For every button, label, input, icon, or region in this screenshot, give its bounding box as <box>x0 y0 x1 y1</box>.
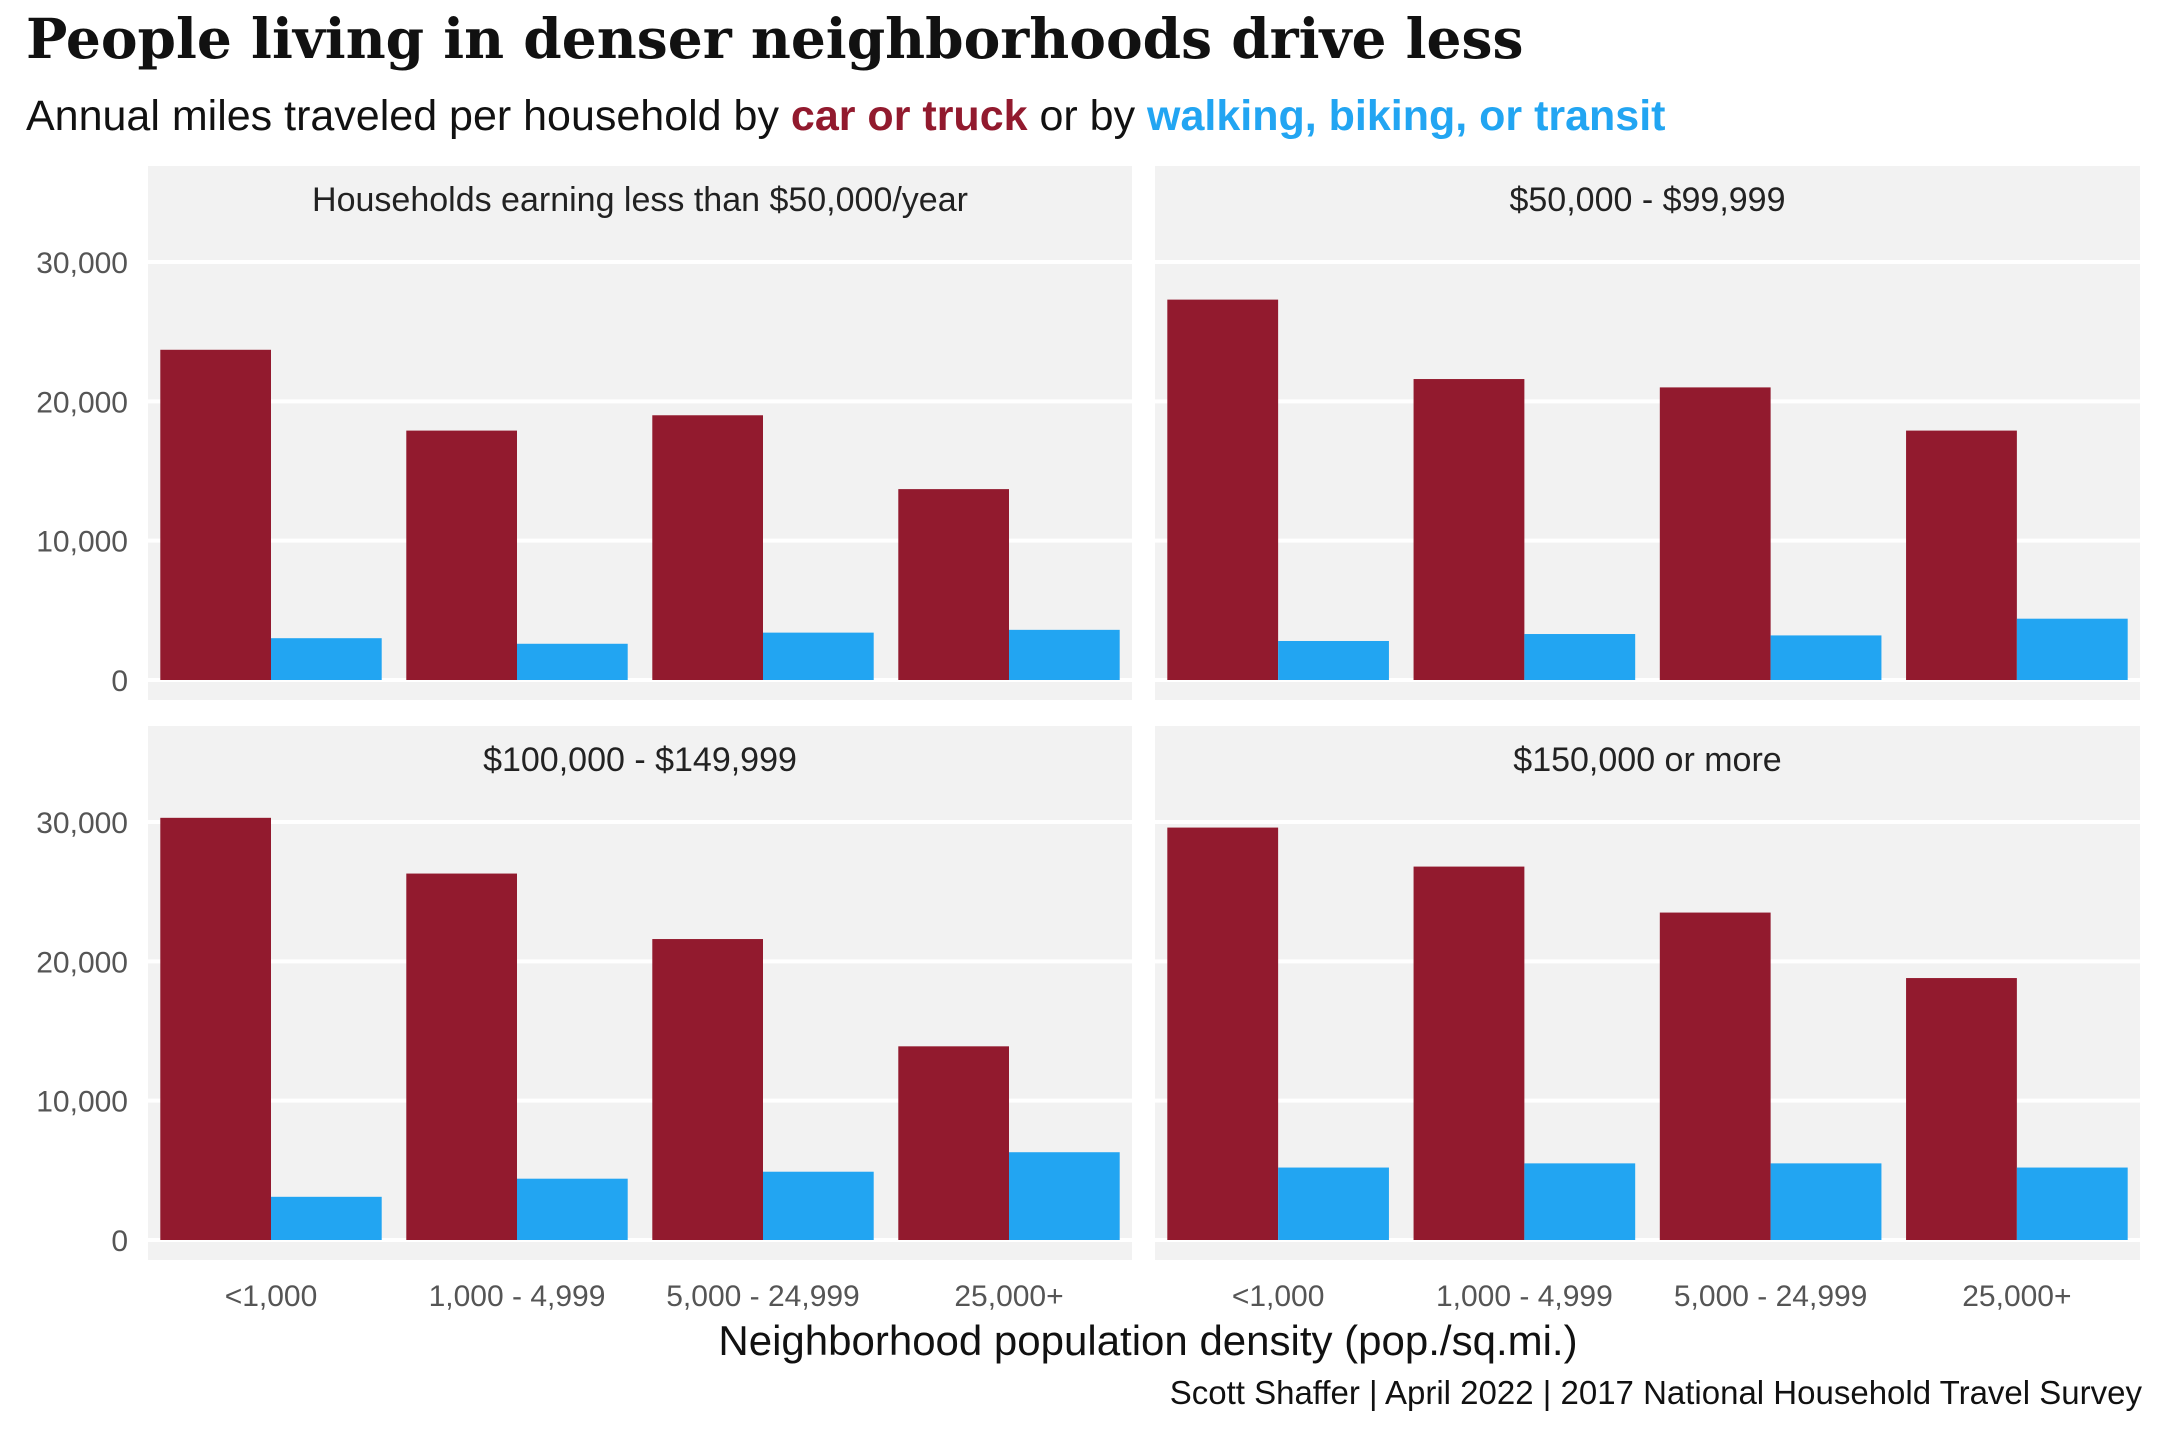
y-tick-label: 10,000 <box>36 526 128 559</box>
y-tick-label: 20,000 <box>36 386 128 419</box>
bar-walk <box>1524 1163 1636 1240</box>
panel-title: $100,000 - $149,999 <box>483 741 797 779</box>
source-caption: Scott Shaffer | April 2022 | 2017 Nation… <box>1169 1374 2142 1411</box>
bar-car <box>1413 866 1525 1240</box>
bar-walk <box>763 1171 874 1240</box>
bar-walk <box>271 638 382 680</box>
x-tick-label: 5,000 - 24,999 <box>666 1280 860 1313</box>
bar-walk <box>2016 618 2128 680</box>
bar-car <box>1906 978 2017 1240</box>
y-tick-label: 0 <box>111 665 128 698</box>
bar-car <box>898 489 1009 680</box>
panel-title: Households earning less than $50,000/yea… <box>312 181 968 219</box>
bar-walk <box>1278 1167 1389 1240</box>
bar-car <box>1906 430 2017 680</box>
y-tick-label: 10,000 <box>36 1086 128 1119</box>
panel-title: $150,000 or more <box>1513 741 1781 779</box>
x-tick-label: 25,000+ <box>1962 1280 2071 1313</box>
bar-car <box>160 817 271 1240</box>
subtitle-text-2: or by <box>1027 92 1148 140</box>
bar-walk <box>1009 629 1120 680</box>
bar-car <box>1659 387 1771 680</box>
x-tick-label: 5,000 - 24,999 <box>1674 1280 1868 1313</box>
bar-car <box>406 430 517 680</box>
bar-walk <box>1009 1152 1120 1240</box>
bar-car <box>1167 827 1279 1240</box>
bar-walk <box>517 1178 628 1240</box>
x-tick-label: <1,000 <box>225 1280 318 1313</box>
bar-car <box>652 939 763 1240</box>
bar-walk <box>1278 640 1389 680</box>
chart-title: People living in denser neighborhoods dr… <box>26 6 1524 71</box>
bar-car <box>1167 299 1279 680</box>
y-tick-label: 20,000 <box>36 946 128 979</box>
bar-car <box>652 415 763 680</box>
x-axis-label: Neighborhood population density (pop./sq… <box>718 1317 1577 1364</box>
bar-walk <box>763 632 874 680</box>
x-tick-label: 1,000 - 4,999 <box>1436 1280 1613 1313</box>
panel-title: $50,000 - $99,999 <box>1509 181 1785 219</box>
y-tick-label: 30,000 <box>36 247 128 280</box>
chart-subtitle: Annual miles traveled per household by c… <box>26 92 1666 141</box>
faceted-bar-chart: Households earning less than $50,000/yea… <box>36 166 2140 1364</box>
bar-walk <box>1770 1163 1882 1240</box>
y-tick-label: 0 <box>111 1225 128 1258</box>
bar-car <box>160 349 271 680</box>
bar-car <box>1413 379 1525 680</box>
subtitle-text-1: Annual miles traveled per household by <box>26 92 791 140</box>
bar-car <box>1659 912 1771 1240</box>
x-tick-label: <1,000 <box>1232 1280 1325 1313</box>
x-tick-label: 25,000+ <box>954 1280 1063 1313</box>
subtitle-car-legend: car or truck <box>790 92 1028 140</box>
bar-walk <box>2016 1167 2128 1240</box>
bar-walk <box>271 1196 382 1240</box>
bar-car <box>898 1046 1009 1240</box>
y-tick-label: 30,000 <box>36 807 128 840</box>
bar-walk <box>1770 635 1882 680</box>
bar-car <box>406 873 517 1240</box>
x-tick-label: 1,000 - 4,999 <box>429 1280 606 1313</box>
bar-walk <box>517 643 628 680</box>
bar-walk <box>1524 634 1636 680</box>
subtitle-walk-legend: walking, biking, or transit <box>1147 92 1666 140</box>
